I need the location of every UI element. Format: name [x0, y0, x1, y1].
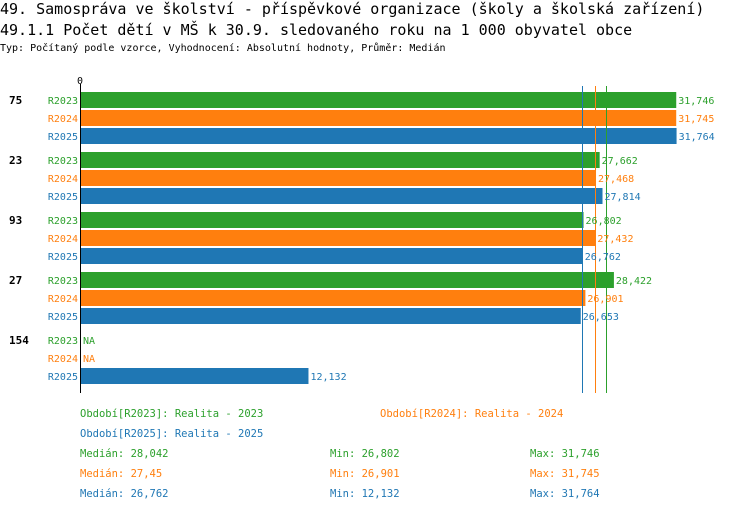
bar: [81, 290, 586, 306]
series-label: R2023: [48, 216, 78, 227]
data-label: 31,746: [678, 96, 714, 107]
series-label: R2023: [48, 156, 78, 167]
series-label: R2023: [48, 336, 78, 347]
category-label: 75: [9, 94, 22, 107]
series-label: R2023: [48, 96, 78, 107]
bar: [81, 272, 614, 288]
category-label: 27: [9, 274, 22, 287]
bar-chart: 0 75 R2023 31,746 R2024 31,745 R2025 31,764 23 R2…: [9, 76, 715, 393]
series-label: R2024: [48, 234, 78, 245]
bar: [81, 212, 584, 228]
bar: [81, 308, 581, 324]
data-label: 28,422: [616, 276, 652, 287]
series-label: R2025: [48, 372, 78, 383]
series-label: R2024: [48, 294, 78, 305]
category-label: 154: [9, 334, 29, 347]
data-label: 27,662: [602, 156, 638, 167]
data-label: 26,901: [587, 294, 623, 305]
median-r2023: Medián: 28,042: [80, 448, 169, 460]
chart-type-line: Typ: Počítaný podle vzorce, Vyhodnocení:…: [0, 43, 446, 54]
category-label: 93: [9, 214, 22, 227]
bar: [81, 128, 677, 144]
page-title: 49. Samospráva ve školství - příspěvkové…: [0, 0, 705, 18]
min-r2024: Min: 26,901: [330, 468, 400, 480]
legend-period-r2023: Období[R2023]: Realita - 2023: [80, 408, 264, 420]
max-r2025: Max: 31,764: [530, 488, 600, 500]
data-label: NA: [83, 354, 95, 365]
chart-subtitle: 49.1.1 Počet dětí v MŠ k 30.9. sledované…: [0, 21, 633, 39]
series-label: R2024: [48, 354, 78, 365]
bar: [81, 92, 677, 108]
category-label: 23: [9, 154, 22, 167]
x-tick-label: 0: [77, 76, 83, 87]
max-r2024: Max: 31,745: [530, 468, 600, 480]
series-label: R2025: [48, 192, 78, 203]
legend-period-r2025: Období[R2025]: Realita - 2025: [80, 428, 264, 440]
data-label: 31,764: [679, 132, 715, 143]
series-label: R2024: [48, 114, 78, 125]
median-r2025: Medián: 26,762: [80, 488, 169, 500]
data-label: 26,653: [583, 312, 619, 323]
median-r2024: Medián: 27,45: [80, 468, 163, 480]
bar: [81, 110, 677, 126]
bar: [81, 152, 600, 168]
bar: [81, 368, 309, 384]
data-label: NA: [83, 336, 95, 347]
max-r2023: Max: 31,746: [530, 448, 600, 460]
data-label: 31,745: [678, 114, 714, 125]
data-label: 12,132: [310, 372, 346, 383]
legend-period-r2024: Období[R2024]: Realita - 2024: [380, 408, 564, 420]
bar: [81, 230, 596, 246]
min-r2025: Min: 12,132: [330, 488, 400, 500]
series-label: R2023: [48, 276, 78, 287]
series-label: R2025: [48, 132, 78, 143]
series-label: R2025: [48, 252, 78, 263]
min-r2023: Min: 26,802: [330, 448, 400, 460]
data-label: 27,814: [605, 192, 641, 203]
series-label: R2024: [48, 174, 78, 185]
data-label: 26,802: [586, 216, 622, 227]
bar: [81, 248, 583, 264]
bar: [81, 188, 603, 204]
data-label: 27,432: [597, 234, 633, 245]
series-label: R2025: [48, 312, 78, 323]
bar: [81, 170, 597, 186]
data-label: 27,468: [598, 174, 634, 185]
data-label: 26,762: [585, 252, 621, 263]
